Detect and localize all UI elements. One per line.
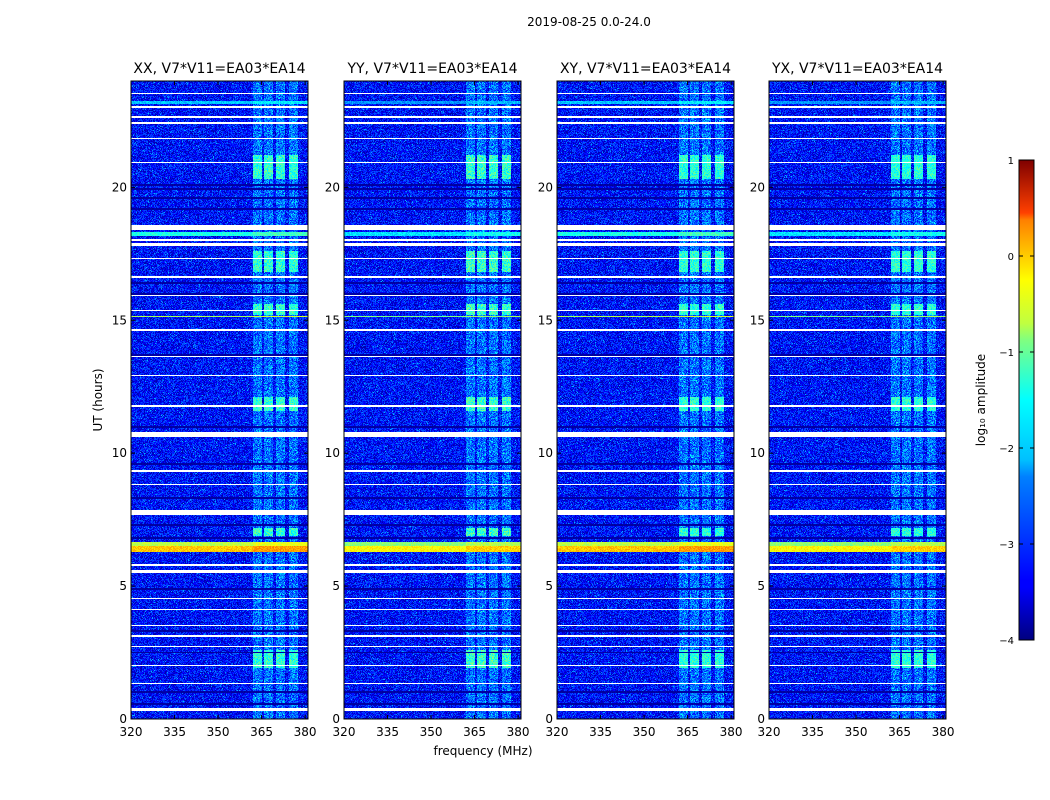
x-tick-label: 380 [294,725,317,739]
y-tick-label: 0 [332,712,340,726]
y-tick-label: 15 [538,313,553,327]
x-tick-label: 350 [207,725,230,739]
x-tick-label: 320 [546,725,569,739]
x-tick-label: 365 [463,725,486,739]
colorbar-label: log₁₀ amplitude [974,354,988,446]
panel-title: YX, V7*V11=EA03*EA14 [771,61,943,77]
panel-1: XX, V7*V11=EA03*EA14 320 335 350 365 380 0 5 10 1… [112,61,317,739]
colorbar: 1 0 −1 −2 −3 −4 log₁₀ amplitude [974,156,1035,647]
y-tick-label: 0 [119,712,127,726]
figure-title: 2019-08-25 0.0-24.0 [527,15,651,29]
y-axis-label: UT (hours) [91,368,105,431]
y-tick-label: 0 [545,712,553,726]
panels: XX, V7*V11=EA03*EA14 320 335 350 365 380 0 5 10 1… [112,61,955,739]
colorbar-tick-label: −3 [999,540,1014,551]
panel-4: YX, V7*V11=EA03*EA14 320 335 350 365 380 0 5 10 1… [750,61,955,739]
colorbar-tick-label: −2 [999,444,1014,455]
panel-3: XY, V7*V11=EA03*EA14 320 335 350 365 380 0 5 10 1… [538,61,743,739]
colorbar-gradient [1018,159,1035,641]
x-tick-label: 380 [507,725,530,739]
x-tick-label: 350 [420,725,443,739]
y-tick-label: 10 [112,446,127,460]
x-tick-label: 350 [845,725,868,739]
y-tick-label: 5 [545,579,553,593]
y-tick-label: 5 [757,579,765,593]
colorbar-tick-label: −1 [999,348,1014,359]
x-tick-label: 380 [720,725,743,739]
x-tick-label: 365 [888,725,911,739]
panel-title: XX, V7*V11=EA03*EA14 [133,61,305,77]
panel-frame [768,80,947,720]
x-tick-label: 320 [333,725,356,739]
x-tick-label: 365 [676,725,699,739]
x-tick-label: 335 [589,725,612,739]
y-tick-label: 20 [112,180,127,194]
panel-2: YY, V7*V11=EA03*EA14 320 335 350 365 380 0 5 10 1… [325,61,530,739]
panel-heatmap [769,81,946,719]
y-tick-label: 5 [119,579,127,593]
x-tick-label: 350 [633,725,656,739]
x-tick-label: 335 [801,725,824,739]
panel-frame [556,80,735,720]
panel-title: XY, V7*V11=EA03*EA14 [560,61,731,77]
y-tick-label: 10 [325,446,340,460]
x-tick-label: 380 [932,725,955,739]
y-tick-label: 20 [750,180,765,194]
colorbar-tick-label: 0 [1008,252,1014,263]
x-axis-label: frequency (MHz) [433,744,532,758]
x-tick-label: 335 [163,725,186,739]
panel-frame [343,80,522,720]
y-tick-label: 10 [750,446,765,460]
panel-heatmap [557,81,734,719]
panel-title: YY, V7*V11=EA03*EA14 [346,61,517,77]
y-tick-label: 15 [112,313,127,327]
colorbar-tick-label: 1 [1008,156,1014,167]
panel-heatmap [131,81,308,719]
y-tick-label: 20 [325,180,340,194]
x-tick-label: 365 [250,725,273,739]
x-tick-label: 320 [120,725,143,739]
y-tick-label: 15 [750,313,765,327]
x-tick-label: 320 [758,725,781,739]
y-tick-label: 20 [538,180,553,194]
panel-heatmap [344,81,521,719]
y-tick-label: 10 [538,446,553,460]
x-tick-label: 335 [376,725,399,739]
colorbar-ticks: 1 0 −1 −2 −3 −4 [999,156,1034,647]
panel-frame [130,80,309,720]
colorbar-tick-label: −4 [999,636,1014,647]
y-tick-label: 15 [325,313,340,327]
y-tick-label: 0 [757,712,765,726]
y-tick-label: 5 [332,579,340,593]
